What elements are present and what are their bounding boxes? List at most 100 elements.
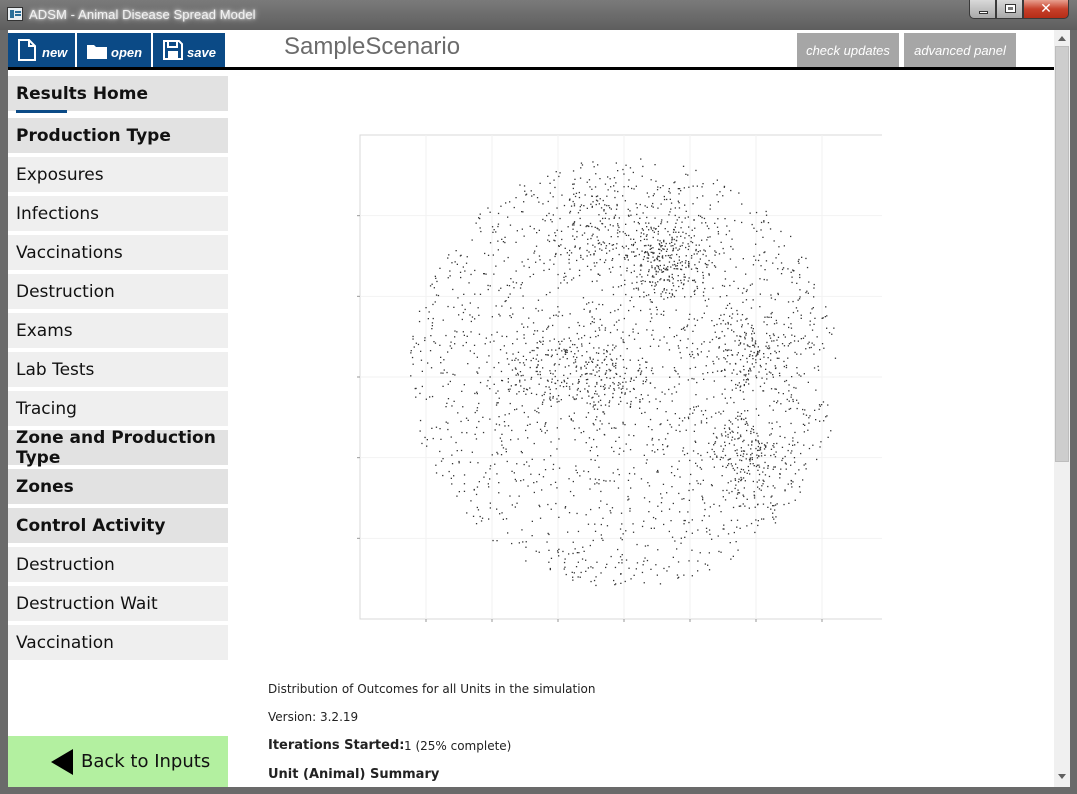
scatter-point	[804, 335, 806, 337]
scatter-point	[573, 221, 576, 223]
scatter-point	[704, 250, 706, 252]
scrollbar-thumb[interactable]	[1055, 46, 1069, 462]
scatter-point	[765, 214, 768, 216]
scatter-point	[617, 308, 619, 311]
sidebar-item-infections[interactable]: Infections	[8, 196, 228, 231]
scatter-point	[568, 254, 570, 256]
minimize-button[interactable]	[969, 0, 996, 19]
scatter-point	[602, 241, 604, 243]
scatter-point	[564, 566, 566, 568]
scatter-point	[598, 479, 600, 481]
scatter-point	[699, 466, 701, 469]
scatter-point	[557, 287, 559, 289]
scatter-point	[748, 370, 750, 372]
scatter-point	[730, 349, 732, 351]
save-button[interactable]: save	[153, 33, 225, 67]
scatter-point	[764, 461, 766, 464]
scatter-point	[668, 280, 671, 282]
scatter-point	[736, 467, 739, 469]
scatter-point	[667, 254, 669, 257]
scatter-point	[620, 582, 622, 584]
sidebar-item-production-type[interactable]: Production Type	[8, 118, 228, 153]
scatter-point	[753, 344, 755, 346]
scatter-point	[660, 278, 662, 280]
scatter-point	[573, 427, 576, 430]
scatter-point	[615, 345, 617, 347]
scatter-point	[660, 293, 662, 295]
sidebar-item-zones[interactable]: Zones	[8, 469, 228, 504]
scatter-point	[487, 288, 489, 291]
scatter-point	[485, 472, 487, 474]
sidebar-item-exposures[interactable]: Exposures	[8, 157, 228, 192]
scatter-point	[645, 462, 647, 464]
scatter-point	[646, 459, 648, 461]
scatter-point	[583, 205, 585, 207]
scatter-point	[794, 444, 796, 446]
scatter-point	[564, 366, 566, 368]
scatter-point	[648, 254, 650, 256]
scatter-point	[682, 450, 684, 452]
scatter-point	[535, 358, 537, 360]
scatter-point	[760, 265, 762, 267]
scatter-point	[530, 359, 532, 362]
scatter-point	[777, 293, 779, 296]
scatter-point	[742, 469, 745, 471]
new-button[interactable]: new	[8, 33, 75, 67]
sidebar-item-control-activity[interactable]: Control Activity	[8, 508, 228, 543]
scatter-point	[586, 363, 588, 365]
sidebar-item-results-home[interactable]: Results Home	[8, 76, 228, 113]
scatter-point	[639, 265, 642, 267]
scatter-point	[726, 295, 728, 297]
sidebar-item-vaccination[interactable]: Vaccination	[8, 625, 228, 660]
scroll-up-icon[interactable]	[1058, 36, 1066, 41]
back-to-inputs-button[interactable]: Back to Inputs	[8, 736, 228, 787]
scatter-point	[522, 362, 525, 364]
scatter-point	[591, 301, 594, 303]
scatter-point	[668, 292, 671, 294]
title-bar[interactable]: ADSM - Animal Disease Spread Model ✕	[0, 0, 1077, 30]
scatter-point	[770, 388, 773, 390]
sidebar-item-exams[interactable]: Exams	[8, 313, 228, 348]
scatter-point	[533, 491, 535, 494]
scatter-point	[665, 242, 667, 245]
maximize-button[interactable]	[996, 0, 1023, 19]
scatter-point	[691, 519, 693, 521]
scatter-point	[721, 330, 723, 333]
scatter-point	[676, 253, 678, 256]
advanced-panel-button[interactable]: advanced panel	[904, 33, 1016, 67]
scatter-point	[606, 525, 609, 527]
scatter-point	[511, 470, 513, 472]
sidebar-item-destruction[interactable]: Destruction	[8, 274, 228, 309]
sidebar-item-tracing[interactable]: Tracing	[8, 391, 228, 426]
scatter-point	[678, 347, 680, 349]
sidebar-item-zone-and-production-type[interactable]: Zone and Production Type	[8, 428, 228, 468]
scatter-point	[429, 285, 432, 287]
scatter-point	[601, 289, 603, 291]
sidebar-item-lab-tests[interactable]: Lab Tests	[8, 352, 228, 387]
scatter-point	[719, 296, 721, 298]
close-button[interactable]: ✕	[1023, 0, 1069, 19]
sidebar-item-control-destruction[interactable]: Destruction	[8, 547, 228, 582]
sidebar-item-destruction-wait[interactable]: Destruction Wait	[8, 586, 228, 621]
scatter-point	[677, 200, 679, 202]
scatter-point	[612, 472, 614, 474]
scatter-point	[628, 234, 630, 237]
scatter-point	[800, 375, 802, 377]
scatter-point	[572, 183, 574, 185]
scroll-down-icon[interactable]	[1058, 774, 1066, 779]
scatter-point	[535, 366, 538, 369]
scatter-point	[682, 231, 684, 233]
scatter-point	[579, 247, 581, 249]
sidebar-item-vaccinations[interactable]: Vaccinations	[8, 235, 228, 270]
scatter-point	[791, 486, 793, 488]
check-updates-button[interactable]: check updates	[797, 33, 899, 67]
scatter-point	[411, 356, 414, 359]
scatter-point	[662, 314, 665, 316]
scatter-point	[746, 344, 749, 346]
scatter-point	[758, 443, 760, 445]
scatter-point	[616, 204, 618, 207]
scatter-point	[675, 391, 678, 393]
scatter-point	[692, 450, 695, 452]
open-button[interactable]: open	[77, 33, 151, 67]
vertical-scrollbar[interactable]	[1054, 30, 1070, 787]
